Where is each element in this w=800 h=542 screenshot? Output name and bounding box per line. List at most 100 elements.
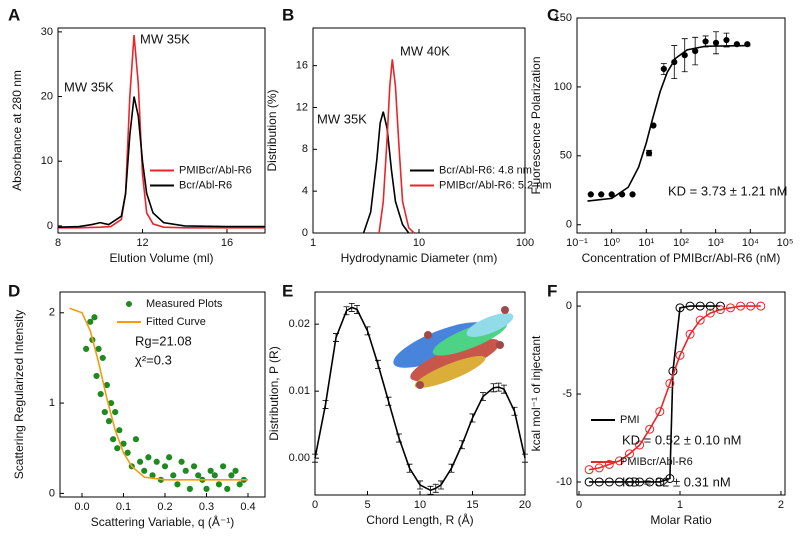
- error-bar: [364, 326, 371, 336]
- annotation: MW 35K: [64, 79, 114, 94]
- error-bar: [459, 440, 465, 450]
- y-tick-label: 0: [566, 219, 572, 231]
- error-bar: [322, 400, 329, 409]
- data-point: [87, 318, 94, 325]
- data-point: [712, 39, 720, 46]
- data-point: [702, 38, 709, 45]
- error-bar: [385, 396, 392, 406]
- data-point: [182, 467, 189, 474]
- y-tick-label: 1: [49, 397, 55, 409]
- error-bar: [406, 463, 413, 473]
- x-tick-label: 5: [364, 499, 370, 511]
- y-tick-label: 0: [49, 487, 55, 499]
- legend-label: PMIBcr/Abl-R6: [620, 456, 693, 468]
- x-axis-label: Chord Length, R (Å): [366, 512, 473, 527]
- data-point: [145, 454, 152, 461]
- legend-label: Bcr/Abl-R6: 4.8 nm: [439, 164, 532, 176]
- data-point: [736, 301, 746, 311]
- data-point: [604, 477, 614, 487]
- series-line: [57, 96, 265, 228]
- data-point: [174, 481, 181, 488]
- data-point: [625, 449, 635, 459]
- data-point: [645, 477, 655, 487]
- x-tick-label: 10⁵: [777, 237, 794, 249]
- data-point: [635, 477, 645, 487]
- x-axis-label: Hydrodynamic Diameter (nm): [341, 251, 498, 265]
- legend-label: Bcr/Abl-R6: [179, 179, 232, 191]
- x-tick-label: 0: [312, 499, 318, 511]
- y-axis-label: Absorbance at 280 nm: [10, 70, 24, 191]
- data-point: [660, 65, 667, 73]
- data-point: [625, 477, 635, 487]
- y-tick-label: 4: [302, 185, 308, 197]
- data-point: [756, 301, 766, 311]
- y-tick-label: 2: [49, 307, 55, 319]
- data-point: [228, 472, 235, 479]
- x-tick-label: 10⁰: [603, 237, 620, 249]
- x-tick-label: 1: [677, 499, 683, 511]
- data-point: [203, 485, 210, 492]
- error-bar: [375, 359, 381, 369]
- data-point: [655, 407, 665, 417]
- data-point: [746, 301, 756, 311]
- data-point: [103, 381, 110, 389]
- x-tick-label: 100: [516, 237, 534, 249]
- error-bar: [501, 384, 507, 394]
- data-point: [153, 458, 160, 465]
- error-bar: [427, 485, 434, 495]
- data-point: [95, 345, 102, 352]
- legend-swatch: [126, 301, 132, 307]
- series-line: [378, 59, 415, 234]
- panel-label: D: [8, 281, 20, 300]
- data-point: [211, 472, 218, 479]
- x-tick-label: 0.1: [116, 501, 131, 513]
- y-tick-label: 0.02: [289, 318, 310, 330]
- data-point: [170, 472, 177, 479]
- series-line: [314, 306, 526, 492]
- data-point: [166, 454, 173, 461]
- series-line: [58, 35, 265, 229]
- x-tick-label: 10: [413, 237, 425, 249]
- error-bar: [348, 302, 355, 312]
- data-point: [215, 481, 223, 488]
- panel-label: A: [8, 5, 20, 24]
- legend-label: PMIBcr/Abl-R6: 5.2 nm: [439, 179, 551, 191]
- data-point: [195, 472, 202, 479]
- y-tick-label: 150: [554, 12, 572, 24]
- data-point: [178, 458, 185, 465]
- data-point: [190, 463, 198, 470]
- data-point: [105, 418, 113, 425]
- data-point: [608, 191, 615, 198]
- x-tick-label: 10⁻¹: [566, 237, 588, 249]
- y-axis-label: Distribution, P (R): [267, 346, 281, 440]
- y-tick-label: 8: [302, 143, 308, 155]
- data-point: [236, 481, 243, 488]
- series-line: [588, 305, 761, 471]
- plot-frame: [312, 27, 526, 234]
- y-tick-label: 100: [554, 81, 572, 93]
- data-point: [141, 467, 148, 474]
- plot-frame: [576, 291, 786, 496]
- structure-image: [393, 306, 514, 389]
- x-tick-label: 0.0: [74, 501, 89, 513]
- data-point: [665, 378, 675, 388]
- y-tick-label: 30: [41, 26, 53, 38]
- annotation: KD = 0.52 ± 0.10 nM: [622, 432, 742, 447]
- x-tick-label: 10: [414, 499, 426, 511]
- data-point: [136, 458, 144, 465]
- y-axis-label: Scattering Regularized Intensity: [12, 310, 26, 479]
- data-point: [723, 36, 730, 44]
- y-tick-label: -5: [562, 388, 572, 400]
- y-tick-label: 0.00: [289, 452, 310, 464]
- error-bar: [469, 413, 476, 423]
- error-bar: [522, 453, 528, 463]
- error-bar: [511, 406, 518, 416]
- data-point: [675, 350, 685, 360]
- error-bar: [312, 453, 318, 463]
- error-bar: [396, 433, 402, 443]
- data-point: [645, 424, 655, 434]
- y-tick-label: 20: [41, 90, 53, 102]
- x-axis-label: Molar Ratio: [650, 513, 712, 527]
- data-point: [705, 308, 715, 318]
